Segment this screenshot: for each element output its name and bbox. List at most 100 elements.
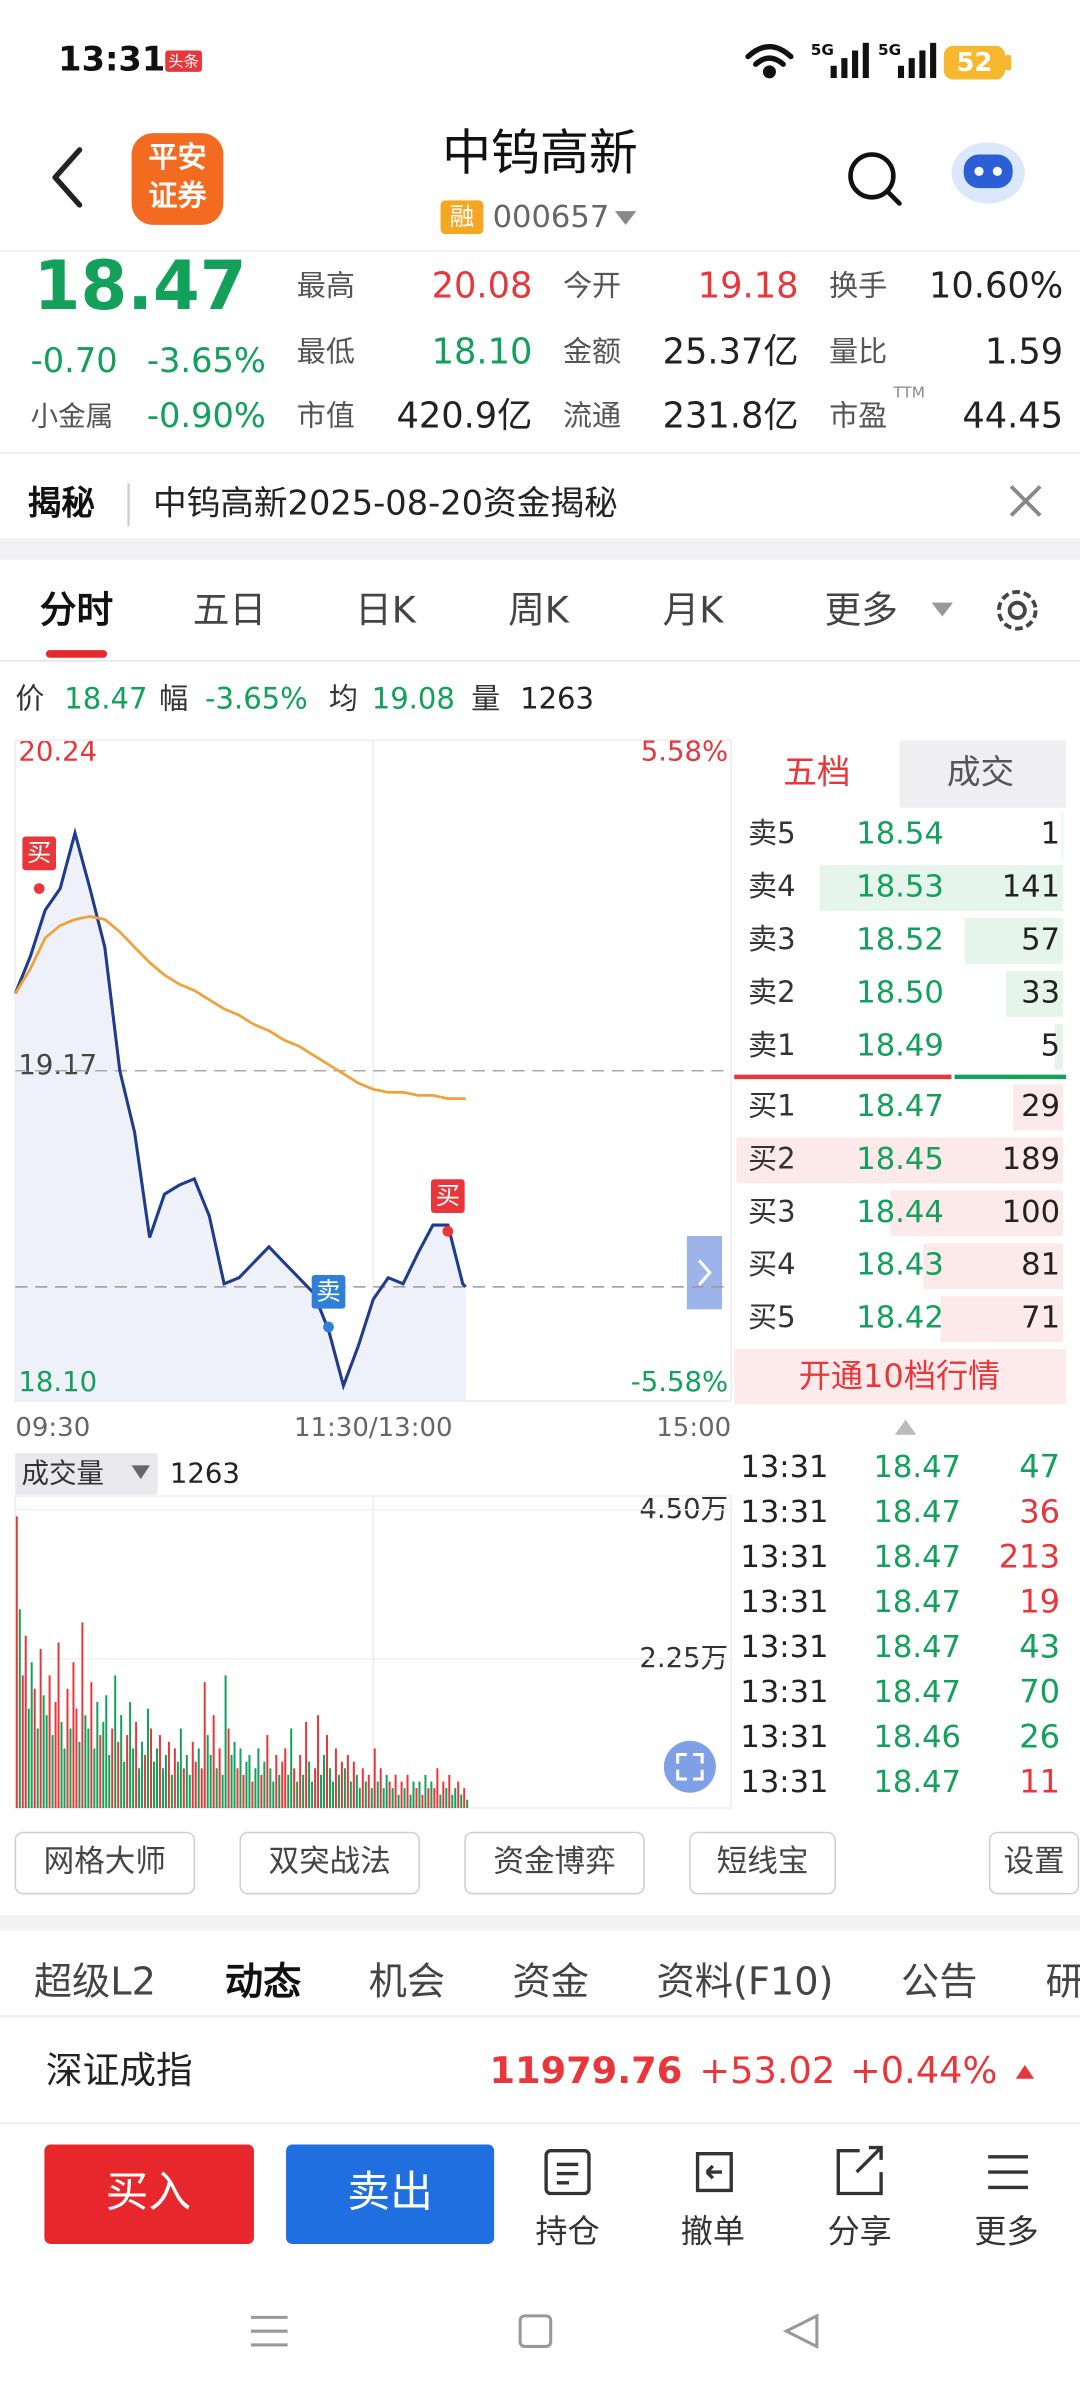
section-tab[interactable]: 超级L2 [34, 1960, 156, 2004]
section-tab[interactable]: 资金 [512, 1960, 588, 2004]
upgrade-button[interactable] [734, 1349, 1067, 1405]
tab[interactable]: 五日 [193, 588, 266, 631]
book-tab[interactable]: 五档 [783, 752, 850, 791]
notice-text[interactable]: 中钨高新2025-08-20资金揭秘 [153, 483, 618, 522]
volume-bar [427, 1788, 430, 1809]
volume-bar [272, 1781, 275, 1809]
trade-marker-label: 买 [436, 1181, 460, 1210]
trade-volume: 213 [999, 1537, 1060, 1575]
notice-label: 揭秘 [28, 483, 95, 522]
volume-bar [147, 1708, 150, 1809]
volume-bar [132, 1748, 135, 1809]
volume-bar [403, 1788, 406, 1809]
stat-label: 今开 [563, 269, 621, 303]
volume-bar [436, 1768, 439, 1809]
volume-bar [188, 1774, 191, 1809]
volume-bar [736, 1137, 1064, 1184]
volume-bar [39, 1648, 42, 1809]
trade-marker-label: 卖 [316, 1277, 340, 1306]
fullscreen-button[interactable] [663, 1740, 716, 1793]
volume-bar [349, 1781, 352, 1809]
volume-selector[interactable] [15, 1453, 158, 1495]
change: -0.70 [31, 341, 118, 380]
volume-bar [93, 1748, 96, 1809]
volume-bar [457, 1781, 460, 1809]
section-tab[interactable]: 公告 [901, 1960, 977, 2004]
expand-button[interactable] [686, 1235, 723, 1310]
section-tab[interactable]: 研 [1046, 1960, 1080, 2004]
volume-bar [141, 1741, 144, 1809]
volume-bar [155, 1748, 158, 1809]
section-tab[interactable]: 动态 [225, 1960, 301, 2004]
volume-bar [263, 1761, 266, 1809]
volume-bar [367, 1774, 370, 1809]
stat-value: 44.45 [962, 396, 1063, 437]
volume-bar [409, 1794, 412, 1809]
level-volume: 81 [1021, 1248, 1060, 1283]
volume-bar [1006, 971, 1064, 1017]
tool-button[interactable] [14, 1831, 196, 1895]
trade-marker [431, 1179, 465, 1213]
volume-bar [170, 1774, 173, 1809]
volume-bar [111, 1728, 114, 1809]
volume-bar [418, 1781, 421, 1809]
action-label[interactable]: 分享 [828, 2212, 892, 2250]
sell-button[interactable] [286, 2144, 495, 2244]
y-tick-label: 4.50万 [639, 1493, 728, 1525]
volume-bar [84, 1715, 87, 1809]
trade-price: 18.47 [873, 1540, 961, 1575]
search-button[interactable] [848, 152, 902, 206]
buy-button[interactable] [44, 2144, 254, 2244]
stat-label: 最高 [297, 269, 355, 303]
volume-bar [260, 1774, 263, 1809]
assistant-button[interactable] [951, 142, 1025, 204]
tool-button[interactable] [239, 1831, 420, 1895]
volume-bar [96, 1702, 99, 1809]
volume-bar [203, 1682, 206, 1809]
book-tab[interactable]: 成交 [947, 752, 1014, 791]
dropdown-arrow [131, 1465, 150, 1480]
tag-bg [440, 200, 484, 235]
section-tab[interactable]: 资料(F10) [656, 1960, 833, 2004]
tab[interactable]: 月K [663, 588, 725, 631]
info-label: 幅 [159, 682, 188, 716]
action-label[interactable]: 持仓 [535, 2212, 599, 2250]
level-volume: 71 [1021, 1301, 1060, 1336]
level-volume: 29 [1021, 1089, 1060, 1124]
tab[interactable]: 日K [355, 588, 417, 631]
section-tab[interactable]: 机会 [369, 1960, 445, 2004]
volume-bar [460, 1794, 463, 1809]
volume-bar [266, 1735, 269, 1809]
level-price: 18.49 [856, 1028, 944, 1063]
settings-button[interactable] [996, 590, 1038, 631]
volume-bar [230, 1754, 233, 1809]
upgrade-label[interactable]: 开通10档行情 [799, 1357, 1000, 1395]
volume-bar [421, 1794, 424, 1809]
back-button[interactable] [52, 147, 83, 208]
y2-tick-label: 5.58% [641, 736, 728, 768]
volume-bar [412, 1781, 415, 1809]
tool-button[interactable] [464, 1831, 645, 1895]
tool-button[interactable] [689, 1831, 836, 1895]
volume-bar [18, 1609, 21, 1809]
stock-name: 中钨高新 [442, 125, 638, 182]
tab[interactable]: 分时 [40, 588, 113, 631]
tab[interactable]: 周K [508, 588, 570, 631]
action-label[interactable]: 撤单 [681, 2212, 745, 2250]
volume-bar [90, 1682, 93, 1809]
index-change-pct: +0.44% [850, 2049, 997, 2092]
x-tick-label: 11:30/13:00 [294, 1413, 453, 1443]
trade-volume: 36 [1019, 1492, 1060, 1530]
volume-bar [117, 1741, 120, 1809]
y-tick-label: 19.17 [18, 1049, 97, 1081]
volume-bar [379, 1768, 382, 1809]
tab[interactable]: 更多 [825, 588, 898, 631]
volume-bar [197, 1748, 200, 1809]
index-value: 11979.76 [490, 2049, 683, 2092]
action-label[interactable]: 更多 [974, 2212, 1038, 2250]
tool-button[interactable] [988, 1831, 1080, 1895]
volume-bar [75, 1708, 78, 1809]
close-button[interactable] [1009, 485, 1042, 517]
volume-bar [36, 1728, 39, 1809]
volume-bar [337, 1774, 340, 1809]
